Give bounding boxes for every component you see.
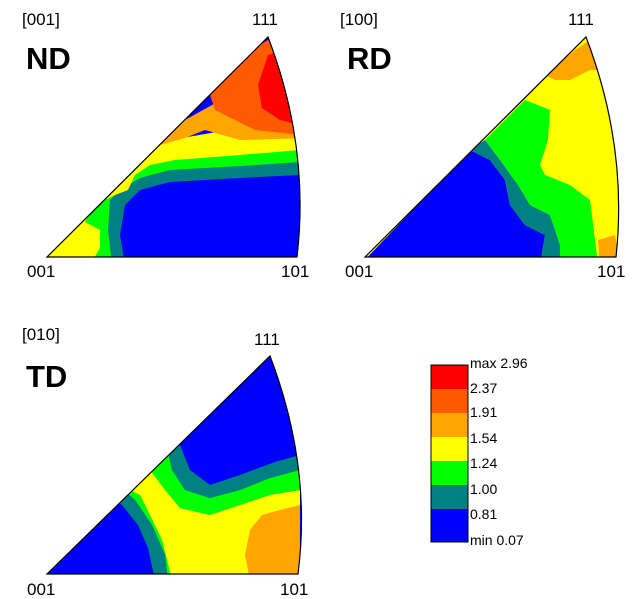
- legend-label-5: 1.24: [470, 455, 497, 471]
- rd-pole-figure: [363, 35, 620, 258]
- nd-corner-001: 001: [27, 262, 55, 281]
- nd-corner-111: 111: [252, 10, 278, 29]
- rd-direction-label: [100]: [340, 10, 378, 29]
- nd-corner-101: 101: [281, 262, 309, 281]
- nd-title: ND: [26, 41, 71, 76]
- rd-corner-101: 101: [597, 262, 625, 281]
- legend-swatch-6: [431, 485, 468, 509]
- legend-label-2: 2.37: [470, 380, 497, 396]
- td-corner-001: 001: [27, 580, 55, 599]
- rd-corner-001: 001: [345, 262, 373, 281]
- rd-corner-111: 111: [568, 10, 594, 29]
- nd-direction-label: [001]: [22, 10, 60, 29]
- legend-swatch-2: [431, 389, 468, 413]
- legend-swatch-3: [431, 413, 468, 437]
- td-direction-label: [010]: [22, 325, 60, 344]
- legend-label-4: 1.54: [470, 430, 497, 446]
- legend-label-3: 1.91: [470, 404, 497, 420]
- td-corner-111: 111: [254, 330, 280, 349]
- legend-swatch-4: [431, 437, 468, 461]
- legend-swatch-7: [431, 509, 468, 542]
- nd-pole-figure: [45, 35, 301, 258]
- legend-swatch-5: [431, 461, 468, 485]
- rd-title: RD: [347, 41, 392, 76]
- td-title: TD: [26, 359, 67, 394]
- legend-label-max: max 2.96: [470, 355, 528, 371]
- td-pole-figure: [45, 354, 303, 575]
- legend-swatch-1: [431, 365, 468, 389]
- color-legend: max 2.96 2.37 1.91 1.54 1.24 1.00 0.81 m…: [430, 355, 528, 548]
- td-corner-101: 101: [280, 580, 308, 599]
- legend-label-7: 0.81: [470, 506, 497, 522]
- legend-label-min: min 0.07: [470, 532, 524, 548]
- legend-label-6: 1.00: [470, 481, 497, 497]
